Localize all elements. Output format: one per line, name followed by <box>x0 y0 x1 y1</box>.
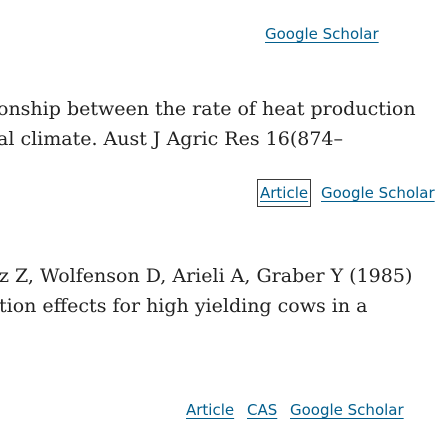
ref3-google-scholar-link[interactable]: Google Scholar <box>290 401 404 419</box>
ref2-article-focus-underline <box>257 206 311 207</box>
ref3-cas-link[interactable]: CAS <box>247 401 278 419</box>
ref3-article-link[interactable]: Article <box>186 401 235 419</box>
ref2-text-line-2: al climate. Aust J Agric Res 16(874– <box>0 128 343 150</box>
ref2-article-link[interactable]: Article <box>260 184 309 202</box>
ref2-text-line-1: onship between the rate of heat producti… <box>0 98 416 120</box>
ref1-google-scholar-link[interactable]: Google Scholar <box>265 25 379 43</box>
ref3-text-line-1: z Z, Wolfenson D, Arieli A, Graber Y (19… <box>0 265 413 287</box>
ref2-google-scholar-link[interactable]: Google Scholar <box>321 184 435 202</box>
ref3-text-line-2: tion effects for high yielding cows in a <box>0 295 368 317</box>
